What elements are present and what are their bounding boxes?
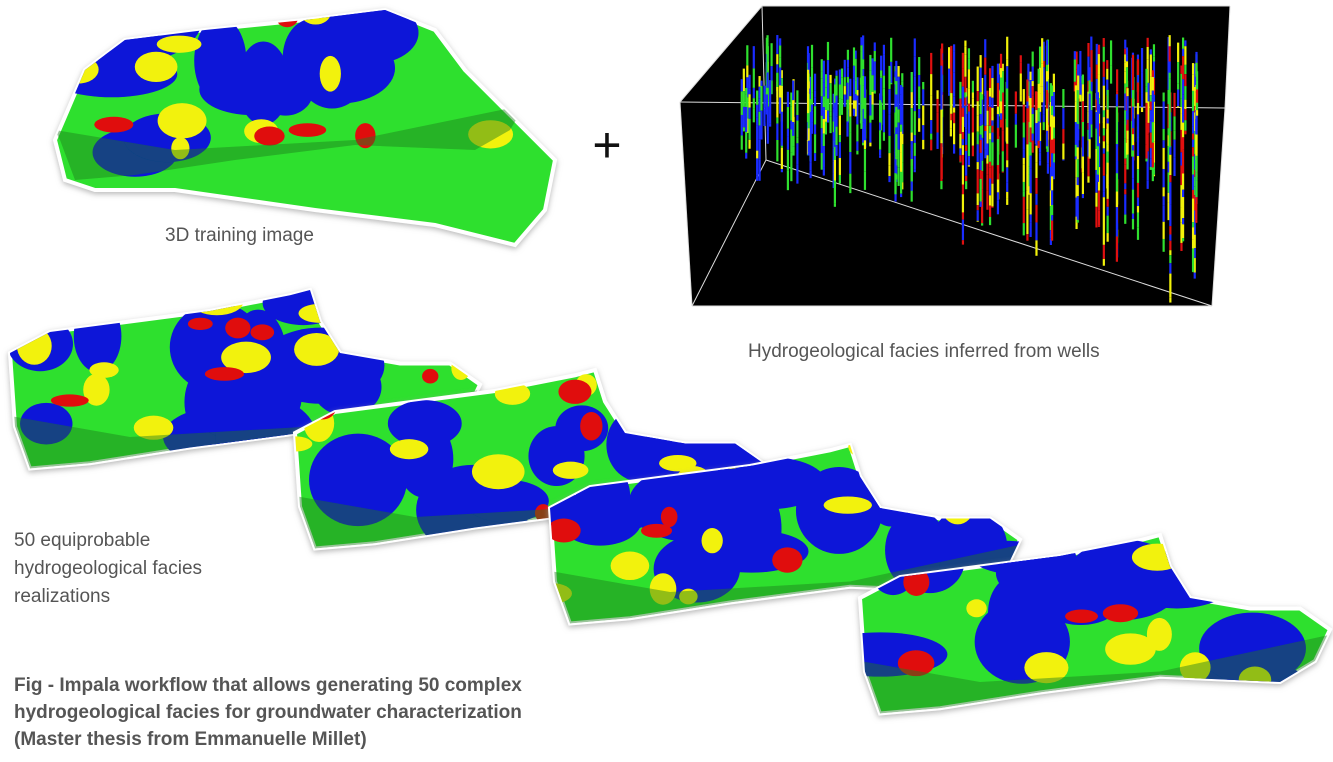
facies-patch: [451, 356, 471, 381]
box-edge: [761, 5, 767, 161]
facies-patch: [351, 291, 412, 330]
facies-patch: [580, 411, 603, 441]
box-edge: [679, 5, 763, 103]
model-side: [860, 634, 1330, 714]
training-label: 3D training image: [165, 225, 314, 246]
facies-patch: [187, 317, 213, 331]
box-edge: [1211, 107, 1226, 307]
facies-patch: [221, 341, 271, 374]
model-side: [295, 469, 765, 549]
facies-patch: [471, 454, 525, 490]
facies-patch: [558, 379, 592, 404]
wells-box: [679, 5, 1231, 307]
facies-patch: [194, 17, 247, 104]
facies-patch: [1305, 676, 1330, 693]
facies-patch: [988, 576, 1041, 649]
facies-patch: [678, 396, 747, 449]
realizations-label: 50 equiprobable: [14, 530, 150, 551]
facies-patch: [976, 479, 1016, 503]
box-edge: [765, 159, 1213, 307]
facies-patch: [1102, 604, 1139, 623]
facies-patch: [640, 523, 673, 538]
box-edge: [1224, 5, 1231, 109]
facies-patches: [55, 10, 525, 180]
facies-patch: [941, 491, 974, 525]
facies-patch: [276, 10, 299, 28]
facies-patch: [385, 304, 416, 330]
model-side: [10, 389, 480, 469]
facies-patch: [157, 103, 207, 139]
caption-line: (Master thesis from Emmanuelle Millet): [14, 729, 367, 750]
facies-patch: [628, 465, 755, 543]
facies-patch: [288, 123, 327, 137]
facies-patch: [1024, 652, 1069, 684]
facies-patch: [1164, 535, 1185, 547]
wells-label: Hydrogeological facies inferred from wel…: [748, 341, 1100, 362]
facies-patch: [872, 445, 890, 456]
facies-patch: [823, 496, 872, 514]
facies-patch: [552, 461, 589, 479]
facies-patch: [966, 599, 987, 618]
facies-patch: [94, 116, 134, 133]
facies-patch: [1195, 546, 1214, 573]
model-side: [550, 544, 1020, 624]
facies-patch: [701, 528, 723, 554]
facies-patch: [134, 51, 178, 83]
realizations-label: hydrogeological facies: [14, 558, 202, 579]
facies-patch: [204, 367, 245, 381]
realizations-label: realizations: [14, 586, 110, 607]
facies-patch: [660, 506, 678, 528]
facies-patch: [1131, 543, 1183, 571]
facies-patch: [156, 35, 202, 53]
facies-patch: [55, 20, 84, 44]
facies-patch: [73, 300, 122, 373]
facies-patch: [610, 551, 650, 581]
facies-patch: [83, 373, 110, 406]
facies-patch: [389, 439, 429, 460]
facies-patch: [1309, 535, 1330, 551]
illustrations: [7, 5, 1333, 716]
plus-operator: +: [592, 117, 621, 173]
caption-line: Fig - Impala workflow that allows genera…: [14, 675, 522, 696]
facies-model: [52, 7, 558, 248]
facies-patch: [319, 55, 341, 92]
box-edge: [691, 159, 767, 307]
facies-patch: [250, 324, 275, 341]
facies-patch: [56, 55, 99, 84]
facies-patch: [254, 126, 285, 146]
facies-patch: [1105, 633, 1156, 665]
facies-patch: [126, 10, 143, 22]
facies-patch: [866, 460, 915, 527]
box-edge: [679, 101, 693, 307]
caption-line: hydrogeological facies for groundwater c…: [14, 702, 522, 723]
facies-patch: [1041, 578, 1121, 626]
facies-patch: [772, 547, 803, 573]
facies-patch: [300, 10, 331, 25]
facies-patch: [225, 317, 251, 339]
facies-patch: [133, 415, 174, 440]
facies-patch: [294, 332, 340, 366]
facies-patch: [422, 368, 439, 384]
facies-patch: [487, 44, 521, 70]
facies-patch: [550, 518, 581, 543]
facies-patch: [1269, 535, 1330, 564]
model-side: [55, 105, 525, 180]
facies-patch: [50, 394, 89, 407]
facies-patch: [1208, 559, 1251, 596]
facies-patch: [157, 290, 174, 307]
facies-patch: [1065, 609, 1099, 623]
